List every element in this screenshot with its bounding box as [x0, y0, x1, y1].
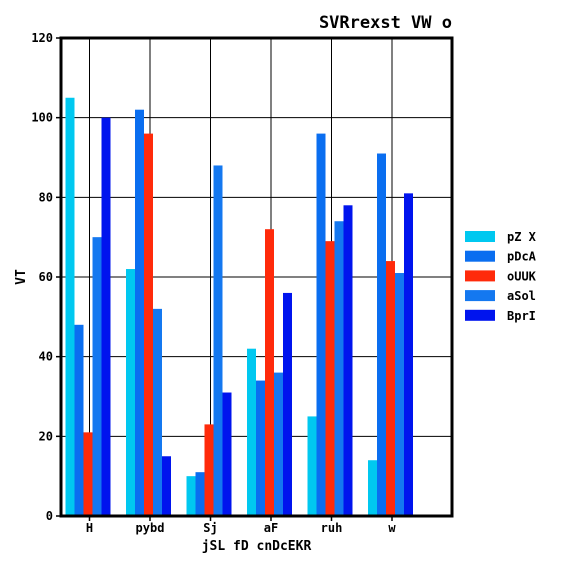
bar-pDcA-w [377, 153, 386, 516]
bar-pZ-X-ruh [307, 416, 317, 516]
bars [65, 97, 413, 517]
bar-BprI-H [101, 117, 111, 517]
legend-swatch [465, 231, 495, 242]
y-tick-label: 0 [46, 509, 53, 523]
bar-pZ-X-Sj [186, 476, 196, 516]
bar-aSol-Sj [213, 165, 223, 516]
y-tick-label: 100 [31, 111, 53, 125]
bar-oUUK-w [386, 261, 395, 516]
bar-pZ-X-H [65, 97, 75, 516]
bar-BprI-ruh [343, 205, 353, 517]
bar-BprI-pybd [162, 456, 171, 516]
bar-pZ-X-aF [247, 348, 256, 516]
bar-pZ-X-pybd [126, 269, 135, 516]
x-tick-label: w [388, 521, 396, 535]
x-tick-label: aF [264, 521, 278, 535]
x-tick-label: pybd [136, 521, 165, 535]
x-tick-label: Sj [203, 521, 217, 535]
bar-BprI-aF [283, 292, 292, 516]
bar-aSol-H [92, 237, 102, 516]
bar-pDcA-H [74, 324, 84, 516]
bar-aSol-ruh [334, 221, 344, 516]
legend: pZ X pDcA oUUK aSol BprI [465, 230, 537, 323]
chart-title: SVRrexst VW o [319, 13, 452, 33]
bar-BprI-Sj [222, 392, 232, 516]
legend-label: oUUK [507, 269, 537, 283]
bar-pDcA-pybd [135, 109, 144, 516]
y-tick-label: 20 [39, 429, 53, 443]
bar-pDcA-ruh [316, 133, 326, 516]
x-tick-label: H [86, 521, 93, 535]
y-tick-label: 60 [39, 270, 53, 284]
bar-BprI-w [404, 193, 413, 516]
legend-swatch [465, 290, 495, 302]
y-tick-label: 80 [39, 190, 53, 204]
bar-oUUK-pybd [144, 133, 153, 516]
legend-swatch [465, 309, 495, 321]
legend-swatch [465, 250, 495, 262]
bar-pDcA-aF [256, 380, 265, 516]
y-tick-label: 120 [31, 31, 53, 45]
bar-aSol-w [395, 273, 404, 516]
y-tick-label: 40 [39, 350, 53, 364]
y-tick-labels: 0 20 40 60 80 100 120 [31, 31, 61, 523]
x-tick-label: ruh [321, 521, 343, 535]
bar-pZ-X-w [368, 460, 377, 516]
legend-label: BprI [507, 309, 536, 323]
y-axis-label: VT [14, 269, 29, 285]
bar-oUUK-Sj [204, 424, 214, 516]
x-axis-label: jSL fD cnDcEKR [202, 539, 312, 554]
bar-oUUK-ruh [325, 241, 335, 516]
bar-aSol-aF [274, 372, 283, 516]
bar-oUUK-aF [265, 229, 274, 516]
legend-label: pDcA [507, 250, 537, 264]
legend-label: pZ X [507, 230, 537, 244]
bar-pDcA-Sj [195, 472, 205, 516]
bar-aSol-pybd [153, 308, 162, 516]
legend-swatch [465, 270, 495, 282]
bar-oUUK-H [83, 432, 93, 516]
legend-label: aSol [507, 289, 536, 303]
